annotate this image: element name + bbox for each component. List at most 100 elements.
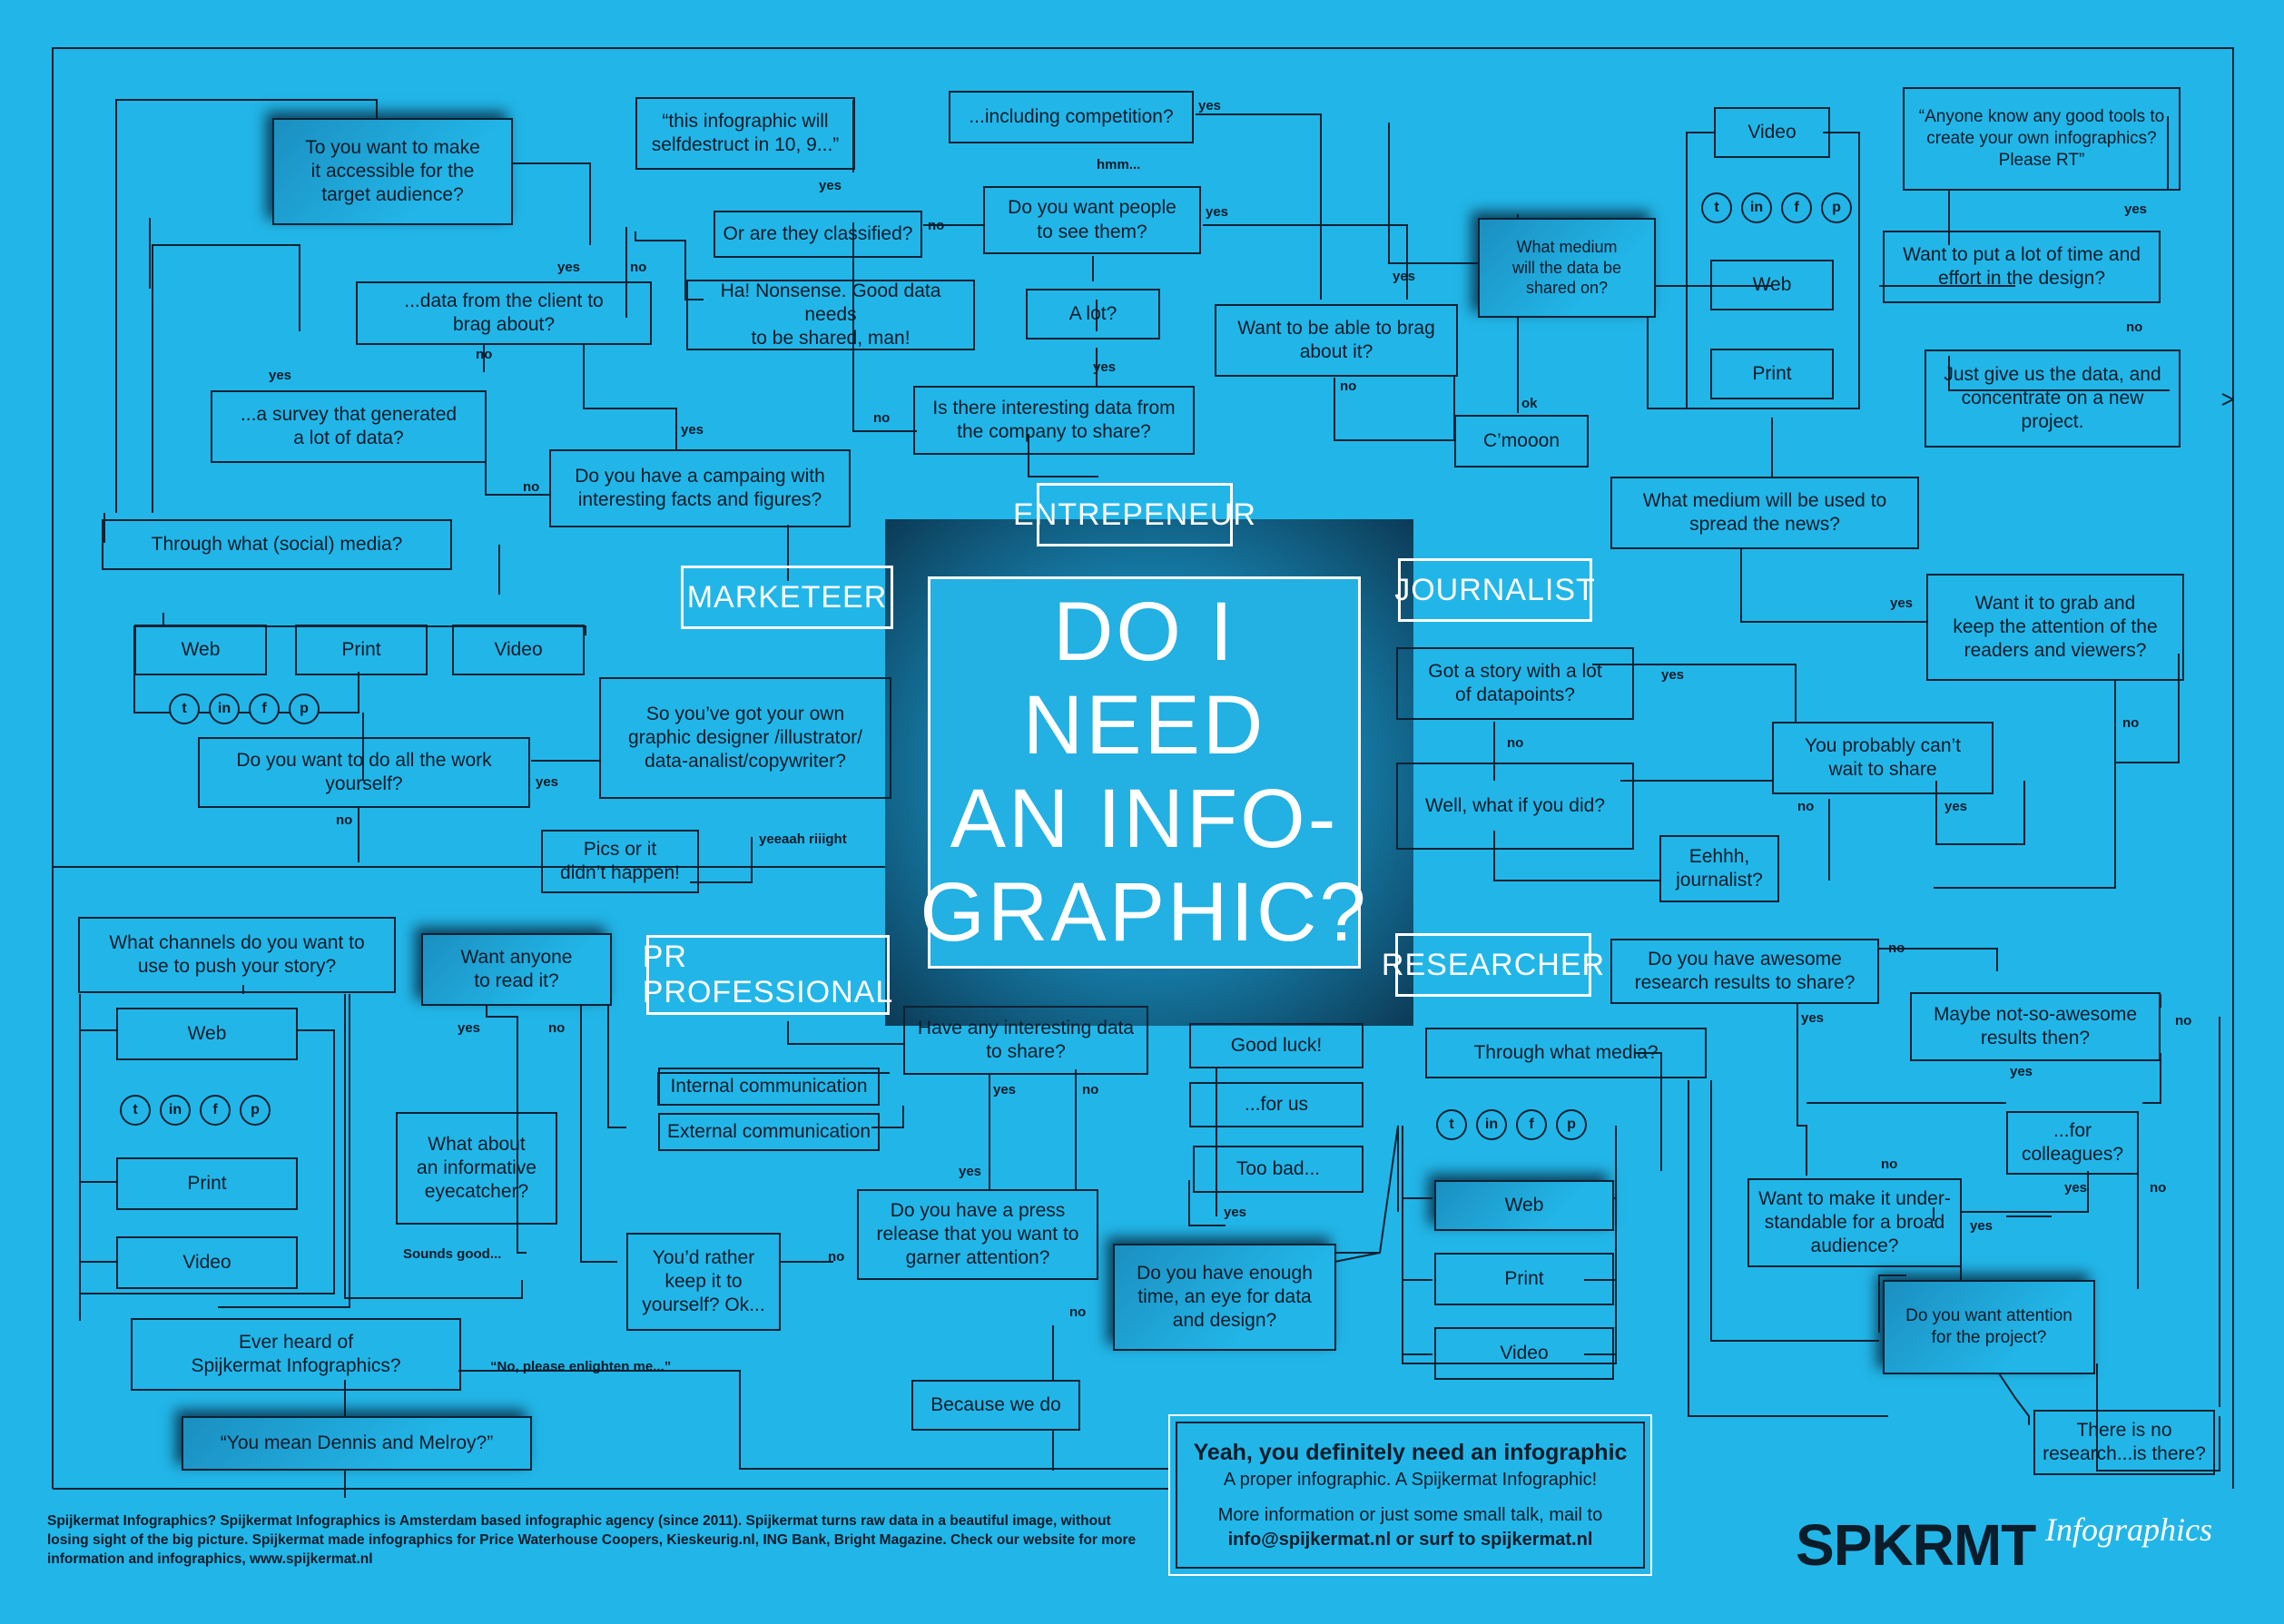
box-m-web[interactable]: Web [134, 625, 267, 675]
box-dennis: “You mean Dennis and Melroy?” [182, 1416, 532, 1471]
box-selfdestruct: “this infographic will selfdestruct in 1… [635, 97, 855, 170]
label-yes-4: yes [1093, 359, 1117, 375]
final-contact-links[interactable]: info@spijkermat.nl or surf to spijkermat… [1227, 1530, 1593, 1550]
box-campaign: Do you have a campaing with interesting … [549, 449, 851, 527]
role-journalist[interactable]: JOURNALIST [1394, 558, 1595, 622]
box-p-video[interactable]: Video [116, 1236, 298, 1289]
box-attention-project: Do you want attention for the project? [1883, 1280, 2095, 1374]
linkedin-icon[interactable]: in [1476, 1109, 1507, 1140]
box-own-designer: So you’ve got your own graphic designer … [599, 677, 891, 799]
box-external: External communication [658, 1113, 880, 1151]
label-no-17: no [2175, 1013, 2192, 1029]
label-no-16: no [1888, 940, 1905, 956]
label-no-14: no [828, 1249, 845, 1265]
twitter-icon[interactable]: t [169, 694, 200, 724]
box-social-media: Through what (social) media? [102, 519, 452, 570]
label-yes-1: yes [1198, 98, 1222, 113]
box-j-print[interactable]: Print [1710, 349, 1834, 399]
label-no-10: no [523, 479, 540, 495]
box-because: Because we do [911, 1380, 1080, 1431]
label-no-6: no [1507, 735, 1524, 751]
box-interesting-share: Have any interesting data to share? [903, 1006, 1148, 1075]
role-researcher[interactable]: RESEARCHER [1382, 933, 1604, 997]
box-brag-able: Want to be able to brag about it? [1215, 304, 1458, 377]
box-classified: Or are they classified? [714, 211, 922, 258]
twitter-icon[interactable]: t [1701, 192, 1732, 223]
label-no-3: no [1340, 379, 1357, 394]
box-j-web[interactable]: Web [1710, 260, 1834, 310]
box-what-if: Well, what if you did? [1396, 763, 1634, 850]
box-a-lot: A lot? [1026, 289, 1160, 340]
label-no-13: no [1082, 1082, 1099, 1097]
box-understandable: Want to make it under- standable for a b… [1747, 1178, 1962, 1267]
box-accessible: To you want to make it accessible for th… [272, 118, 513, 225]
facebook-icon[interactable]: f [249, 694, 280, 724]
role-marketeer[interactable]: MARKETEER [681, 566, 893, 629]
pinterest-icon[interactable]: p [1821, 192, 1852, 223]
twitter-icon[interactable]: t [1436, 1109, 1467, 1140]
role-pr-professional[interactable]: PR PROFESSIONAL [643, 935, 892, 1015]
box-just-data: Just give us the data, and concentrate o… [1925, 349, 2181, 448]
label-no-5: no [2122, 715, 2140, 731]
box-cmooon: C’mooon [1454, 415, 1589, 468]
label-no-18: no [1881, 1156, 1898, 1172]
label-yes-5: yes [1393, 269, 1416, 284]
facebook-icon[interactable]: f [1516, 1109, 1547, 1140]
box-r-web[interactable]: Web [1434, 1180, 1614, 1231]
box-time-effort: Want to put a lot of time and effort in … [1883, 231, 2161, 303]
box-keep-it: You’d rather keep it to yourself? Ok... [626, 1233, 781, 1331]
box-p-web[interactable]: Web [116, 1008, 298, 1060]
spkrmt-logo: SPKRMT [1796, 1512, 2036, 1578]
box-p-print[interactable]: Print [116, 1157, 298, 1210]
label-no-12: no [548, 1020, 566, 1036]
label-yes-15: yes [993, 1082, 1017, 1097]
box-competition: ...including competition? [949, 91, 1194, 143]
box-no-research: There is no research...is there? [2033, 1410, 2215, 1475]
box-spread-news: What medium will be used to spread the n… [1610, 477, 1919, 549]
box-internal: Internal communication [658, 1068, 880, 1106]
label-no-9: no [476, 347, 493, 362]
footer-text: Spijkermat Infographics? Spijkermat Info… [47, 1513, 1137, 1567]
label-no-2: no [873, 410, 891, 426]
label-yes-8: yes [1661, 667, 1685, 683]
box-for-us: ...for us [1189, 1082, 1364, 1127]
center-title: DO I NEED AN INFO- GRAPHIC? [920, 576, 1366, 969]
pinterest-icon[interactable]: p [240, 1095, 271, 1126]
pinterest-icon[interactable]: p [1556, 1109, 1587, 1140]
linkedin-icon[interactable]: in [209, 694, 240, 724]
final-box: Yeah, you definitely need an infographic… [1168, 1414, 1652, 1576]
box-eyecatcher: What about an informative eyecatcher? [396, 1112, 557, 1225]
label-ok: ok [1521, 396, 1538, 411]
label-yes-11: yes [269, 368, 292, 383]
label-hmm: hmm... [1097, 157, 1141, 172]
social-icons-journalist: t in f p [1701, 192, 1852, 223]
label-enlighten: “No, please enlighten me...” [490, 1359, 672, 1374]
box-too-bad: Too bad... [1193, 1146, 1364, 1193]
box-r-video[interactable]: Video [1434, 1327, 1614, 1380]
label-yes-13: yes [536, 774, 559, 790]
linkedin-icon[interactable]: in [160, 1095, 191, 1126]
social-icons-marketeer: t in f p [169, 694, 320, 724]
label-yeeaah: yeeaah riiight [759, 832, 847, 847]
label-yes-3: yes [1206, 204, 1229, 220]
linkedin-icon[interactable]: in [1741, 192, 1772, 223]
label-yes-17: yes [1224, 1205, 1247, 1220]
box-awesome: Do you have awesome research results to … [1610, 939, 1879, 1004]
box-see-them: Do you want people to see them? [983, 186, 1201, 254]
box-m-print[interactable]: Print [295, 625, 428, 675]
twitter-icon[interactable]: t [120, 1095, 151, 1126]
box-nonsense: Ha! Nonsense. Good data needs to be shar… [686, 280, 975, 350]
facebook-icon[interactable]: f [1781, 192, 1812, 223]
label-yes-6: yes [2124, 202, 2148, 217]
pinterest-icon[interactable]: p [289, 694, 320, 724]
box-through-what: Through what media? [1425, 1028, 1707, 1078]
role-entrepreneur[interactable]: ENTREPENEUR [1013, 483, 1255, 546]
facebook-icon[interactable]: f [200, 1095, 231, 1126]
box-what-medium-shared: What medium will the data be shared on? [1478, 218, 1656, 318]
label-no-19: no [2150, 1180, 2167, 1196]
box-j-video[interactable]: Video [1714, 107, 1830, 158]
box-r-print[interactable]: Print [1434, 1253, 1614, 1305]
box-ever-heard: Ever heard of Spijkermat Infographics? [131, 1318, 461, 1391]
label-no-15: no [1069, 1304, 1087, 1320]
box-m-video[interactable]: Video [452, 625, 585, 675]
